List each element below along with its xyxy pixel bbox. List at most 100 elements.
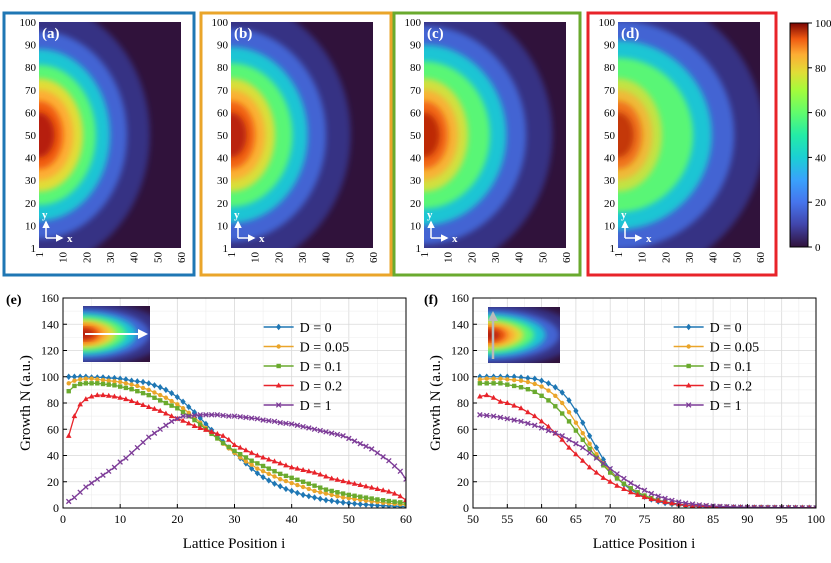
data-point [586,464,593,470]
x-tick-label: 100 [807,512,825,526]
data-point [525,409,531,415]
y-tick-label: 50 [604,130,616,142]
data-point [306,481,312,486]
data-point [614,476,620,481]
data-point [185,420,192,426]
data-point [491,381,496,386]
x-tick-label: 20 [81,252,93,264]
data-point [288,464,295,470]
data-point [545,423,552,429]
data-point [243,447,249,453]
data-point [134,400,141,405]
data-point [477,412,483,418]
x-tick-label: 1 [226,252,238,258]
y-tick-label: 100 [599,17,616,29]
y-tick-label: 80 [410,62,422,74]
data-point [397,493,404,499]
data-point [662,499,668,505]
data-point [134,444,141,451]
data-point [374,485,381,491]
data-point [266,466,271,471]
data-point [374,450,381,456]
data-point [72,378,77,383]
data-point [518,378,524,383]
data-point [648,496,655,502]
y-tick-label: 60 [47,422,59,436]
data-point [539,377,545,384]
data-point [600,474,607,480]
data-point [255,466,260,471]
data-point [477,377,483,382]
data-point [346,479,352,485]
data-point [260,469,266,474]
x-tick-label: 50 [343,512,355,526]
heatmap-panel-a: (a) 100 90 80 70 60 50 40 30 20 10 11 10 20 30 40 50 60 y x [2,11,196,277]
x-axis-label-e: Lattice Position i [183,536,286,552]
axis-indicator-x-label: x [452,233,458,245]
legend-marker [685,382,692,388]
panel-frame [586,11,778,277]
data-point [813,504,816,508]
data-point [88,393,95,399]
legend-item: D = 0.2 [263,380,342,395]
data-point [151,430,158,436]
data-point [191,422,198,428]
data-point [335,490,340,495]
data-point [175,402,180,407]
data-point [621,481,627,486]
data-point [112,379,117,384]
y-tick-label: 100 [405,17,422,29]
data-point [386,498,392,504]
data-point [329,492,334,498]
data-point [129,377,135,384]
x-tick-label: 55 [501,512,513,526]
data-point [140,439,146,446]
data-point [403,476,406,482]
data-point [95,381,100,386]
x-tick-label: 80 [673,512,685,526]
data-point [334,431,341,438]
data-point [538,418,545,424]
data-point [248,449,255,455]
data-point [180,398,186,405]
y-tick-label: 80 [47,396,59,410]
data-point [580,430,585,436]
axis-indicator-x-label: x [259,233,265,245]
data-point [484,381,489,386]
y-tick-label: 1 [416,243,422,255]
legend-item: D = 0.1 [673,360,752,375]
data-point [105,468,112,475]
data-point [254,452,261,458]
y-tick-label: 30 [25,175,37,187]
data-point [254,470,260,477]
data-point [340,433,346,439]
data-point [600,460,607,467]
data-point [497,398,504,404]
y-tick-label: 100 [41,370,59,384]
legend-label: D = 0.1 [300,360,343,375]
data-point [140,385,146,391]
data-point [566,397,572,404]
data-point [117,394,123,400]
data-point [129,387,134,392]
data-point [311,494,318,501]
data-point [272,474,277,479]
y-tick-label: 20 [457,475,469,489]
x-axis-label-f: Lattice Position i [593,536,696,552]
ticks-e: 0 10 20 30 40 50 60 0 20 40 60 80 100 120 140 160 [41,291,412,526]
x-tick-label: 20 [171,512,183,526]
data-point [135,383,140,389]
data-point [237,414,243,420]
data-point [271,480,278,487]
colorbar-tick-label: 20 [815,197,827,209]
x-tick-label: 75 [639,512,651,526]
y-tick-label: 100 [451,370,469,384]
data-point [208,428,215,434]
data-point [505,382,510,387]
panel-label: (b) [234,26,252,42]
colorbar-tick-label: 80 [815,63,827,75]
legend-marker [276,323,282,331]
data-point [498,376,503,381]
data-point [600,456,606,463]
data-point [587,441,592,446]
